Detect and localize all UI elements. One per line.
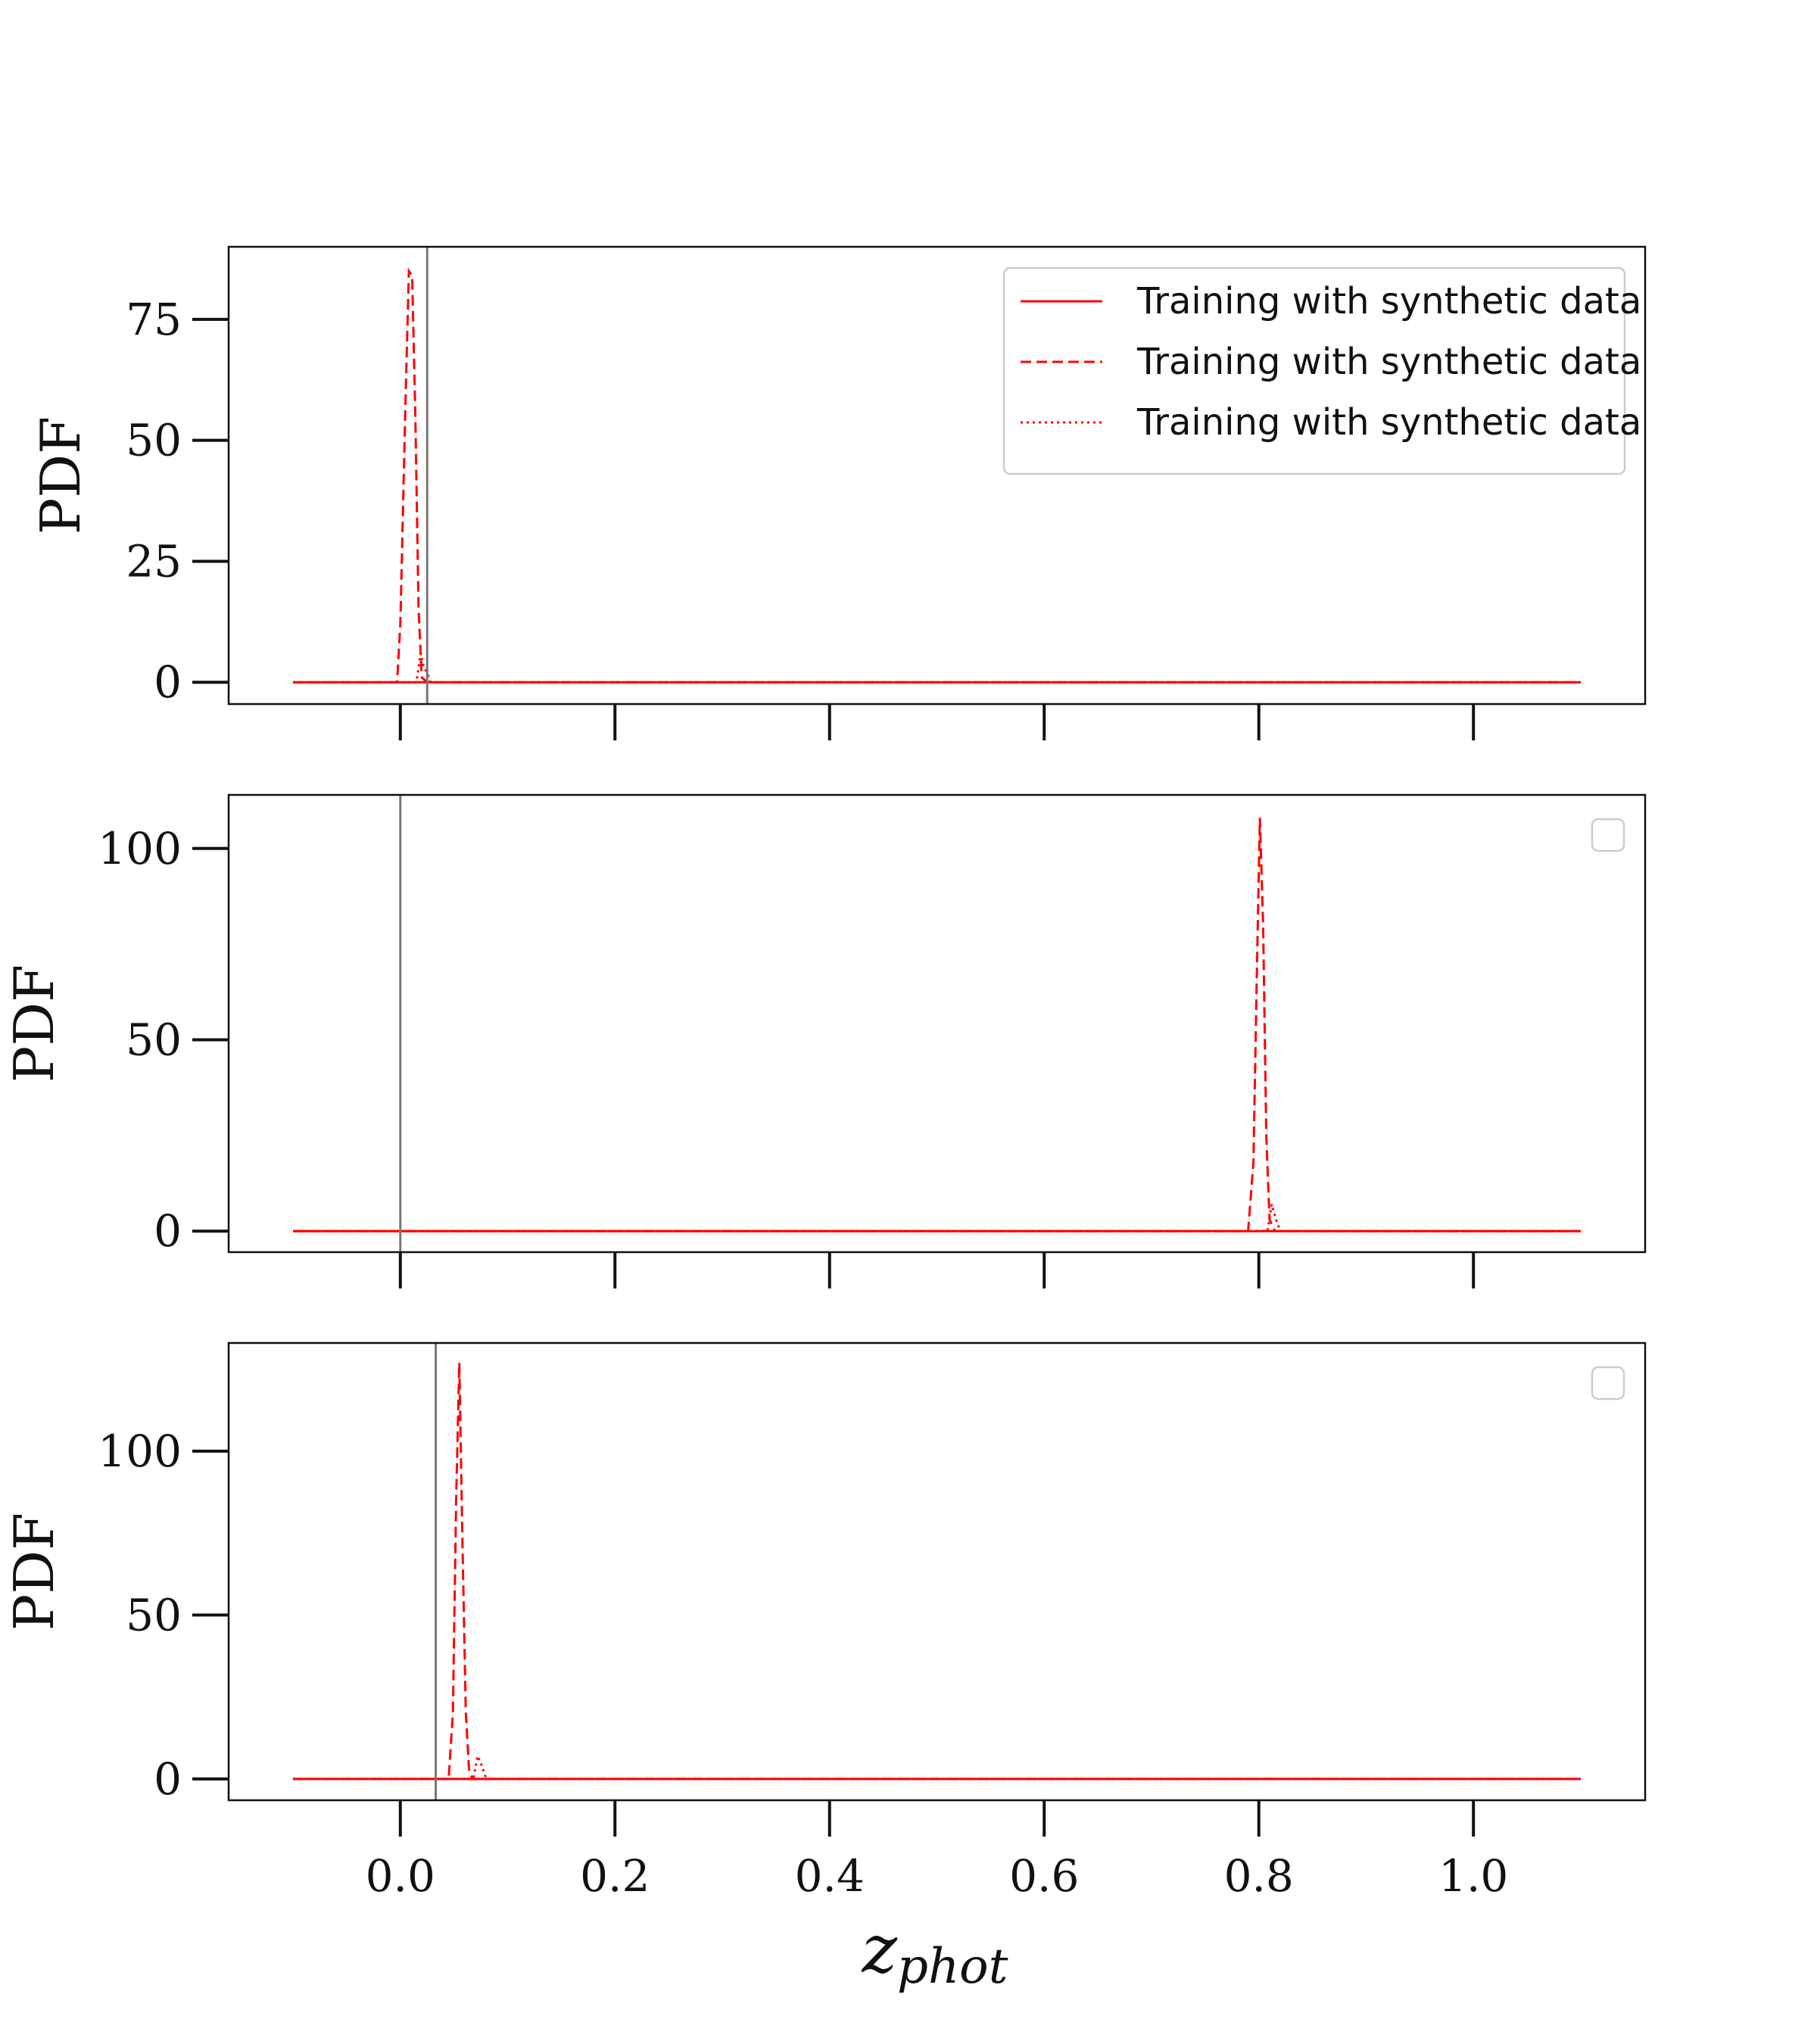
x-axis-label-sub: phot bbox=[897, 1939, 1008, 1995]
x-tick-label: 0.6 bbox=[1009, 1850, 1079, 1902]
y-tick-label: 0 bbox=[154, 656, 182, 708]
y-axis-label: PDF bbox=[2, 964, 66, 1083]
y-tick-label: 100 bbox=[98, 1426, 182, 1477]
series-line-dotted bbox=[293, 1204, 1581, 1232]
x-tick-label: 1.0 bbox=[1438, 1850, 1508, 1902]
legend-label: Training with synthetic data bbox=[1136, 401, 1641, 444]
legend-box bbox=[1002, 266, 1626, 475]
series-line-dashed bbox=[293, 818, 1581, 1232]
y-axis-label: PDF bbox=[29, 416, 92, 534]
x-axis-label-main: z bbox=[862, 1910, 898, 1988]
x-tick-label: 0.8 bbox=[1224, 1850, 1294, 1902]
y-tick-label: 75 bbox=[126, 294, 182, 345]
axes-frame bbox=[227, 793, 1647, 1254]
y-tick-label: 0 bbox=[154, 1205, 182, 1257]
legend-box-empty bbox=[1591, 818, 1625, 852]
plot-area bbox=[293, 1362, 1581, 1781]
x-tick-label: 0.4 bbox=[795, 1850, 865, 1902]
x-axis-label: zphot bbox=[862, 1910, 1008, 1995]
x-tick-label: 0.2 bbox=[580, 1850, 650, 1902]
y-axis-label: PDF bbox=[2, 1513, 66, 1631]
legend-label: Training with synthetic data bbox=[1136, 341, 1641, 383]
axes-frame bbox=[227, 245, 1647, 706]
legend-label: Training with synthetic data bbox=[1136, 280, 1641, 322]
legend: Training with synthetic data Training wit… bbox=[1002, 266, 1641, 475]
y-tick-label: 50 bbox=[126, 1014, 182, 1065]
plot-area bbox=[293, 267, 1581, 684]
panel-3: 0 50 100 0.0 0.2 0.4 0.6 0.8 1.0 PDF bbox=[2, 1341, 1647, 1902]
y-tick-label: 50 bbox=[126, 1589, 182, 1640]
panel-2: 0 50 100 PDF bbox=[2, 793, 1647, 1288]
legend-box-empty bbox=[1591, 1366, 1625, 1401]
x-tick-label: 0.0 bbox=[366, 1850, 435, 1902]
y-tick-label: 100 bbox=[98, 823, 182, 874]
series-line-dotted bbox=[293, 653, 1581, 684]
axes-frame bbox=[227, 1341, 1647, 1802]
y-tick-label: 50 bbox=[126, 415, 182, 466]
y-tick-label: 0 bbox=[154, 1753, 182, 1805]
y-tick-label: 25 bbox=[126, 535, 182, 587]
plot-area bbox=[293, 818, 1581, 1232]
series-line-dashed bbox=[293, 267, 1581, 684]
